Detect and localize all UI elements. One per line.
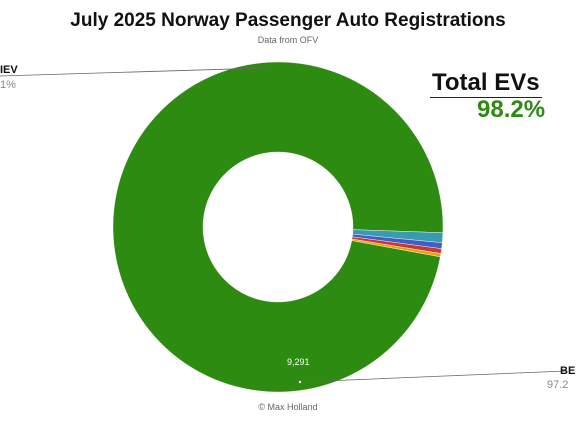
- be-leader-dot: [298, 380, 302, 384]
- total-evs-label: Total EVs: [430, 69, 542, 98]
- be-pct-label: 97.2: [547, 379, 568, 391]
- donut-slices: [112, 61, 444, 393]
- be-count-label: 9,291: [287, 357, 310, 367]
- be-name-label: BE: [560, 365, 575, 377]
- chart-subtitle: Data from OFV: [257, 35, 319, 45]
- iev-pct-label: 1%: [0, 79, 16, 91]
- bev-slice: [112, 61, 444, 393]
- be-leader-line: [299, 370, 567, 383]
- chart-title: July 2025 Norway Passenger Auto Registra…: [70, 10, 506, 31]
- diesel-slice: [351, 238, 442, 258]
- credit-text: © Max Holland: [258, 402, 318, 412]
- total-evs-value: 98.2%: [477, 96, 546, 123]
- iev-leader-line: [0, 67, 266, 77]
- iev-name-label: IEV: [0, 64, 18, 76]
